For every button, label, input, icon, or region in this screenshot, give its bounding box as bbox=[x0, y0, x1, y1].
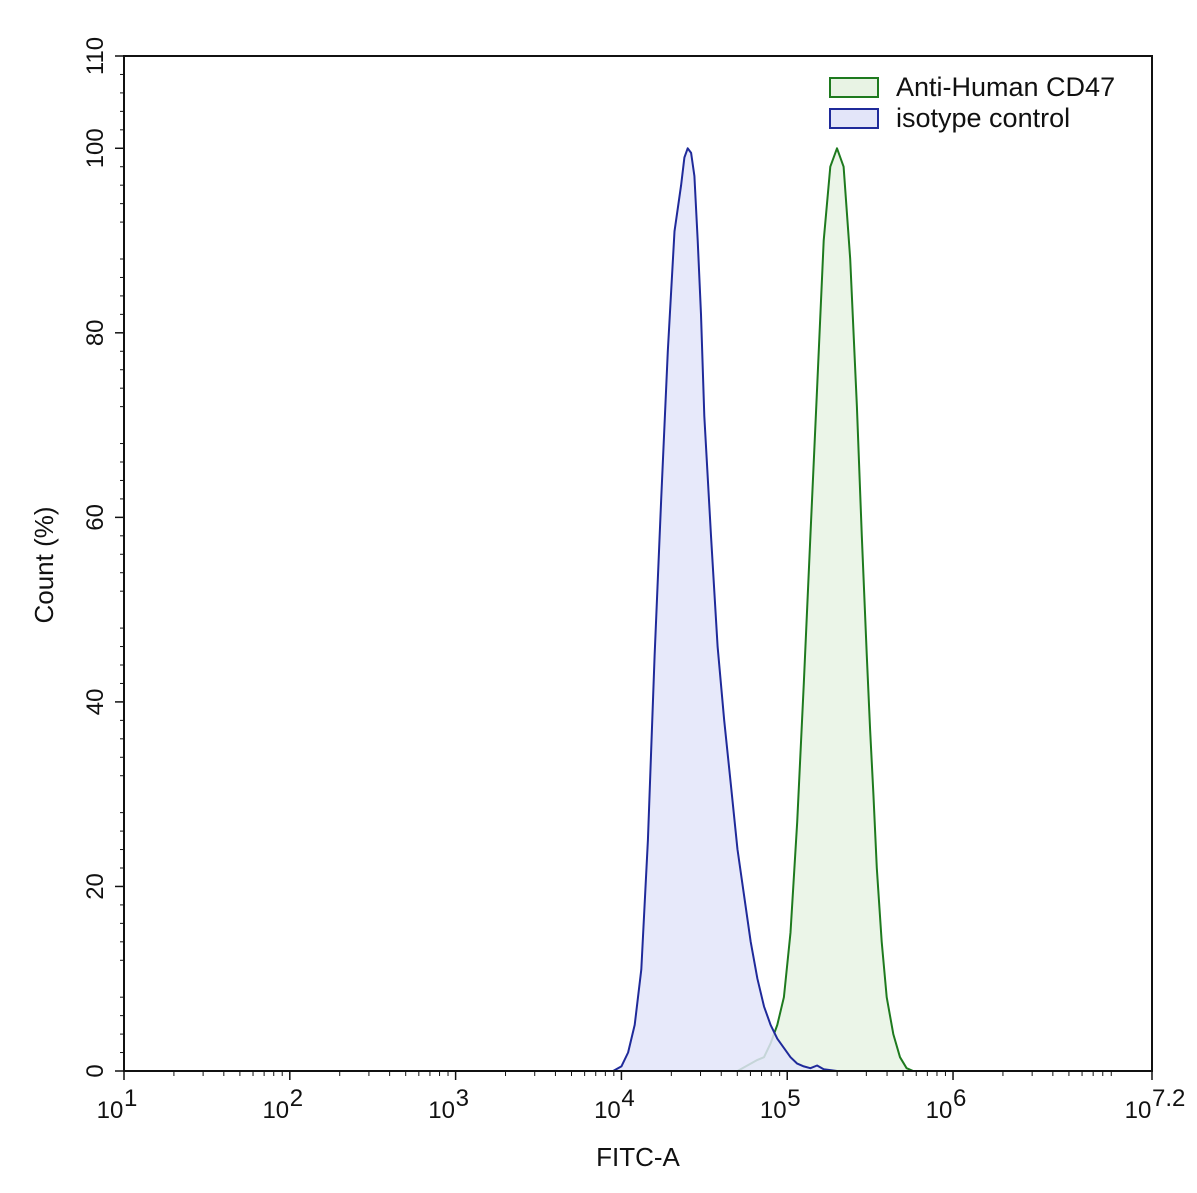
x-tick-exponent: 1 bbox=[124, 1085, 137, 1112]
y-axis-title: Count (%) bbox=[29, 506, 59, 623]
x-tick-exponent: 5 bbox=[787, 1085, 800, 1112]
y-tick-label: 60 bbox=[82, 504, 109, 531]
legend-label-1: isotype control bbox=[896, 103, 1070, 133]
series-area-1 bbox=[613, 148, 890, 1072]
x-tick-label: 10 bbox=[1125, 1097, 1152, 1124]
x-axis-title: FITC-A bbox=[596, 1142, 680, 1172]
legend-swatch-1 bbox=[829, 108, 879, 129]
x-tick-label: 10 bbox=[760, 1097, 787, 1124]
x-tick-exponent: 3 bbox=[456, 1085, 469, 1112]
x-tick-exponent: 4 bbox=[621, 1085, 634, 1112]
y-tick-label: 0 bbox=[82, 1064, 109, 1077]
x-tick-label: 10 bbox=[97, 1097, 124, 1124]
legend-label-0: Anti-Human CD47 bbox=[896, 72, 1115, 102]
x-tick-label: 10 bbox=[262, 1097, 289, 1124]
plot-frame bbox=[123, 55, 1153, 1072]
y-tick-label: 110 bbox=[82, 37, 109, 75]
x-tick-label: 10 bbox=[926, 1097, 953, 1124]
legend-swatch-0 bbox=[829, 77, 879, 98]
y-tick-label: 20 bbox=[82, 873, 109, 900]
x-tick-exponent: 7.2 bbox=[1152, 1085, 1185, 1112]
y-tick-label: 100 bbox=[82, 128, 109, 168]
y-tick-label: 40 bbox=[82, 689, 109, 716]
x-tick-label: 10 bbox=[428, 1097, 455, 1124]
x-tick-label: 10 bbox=[594, 1097, 621, 1124]
y-tick-label: 80 bbox=[82, 319, 109, 346]
series-area-0 bbox=[737, 148, 987, 1072]
x-tick-exponent: 6 bbox=[953, 1085, 966, 1112]
series-layer bbox=[612, 147, 987, 1072]
x-tick-exponent: 2 bbox=[290, 1085, 303, 1112]
